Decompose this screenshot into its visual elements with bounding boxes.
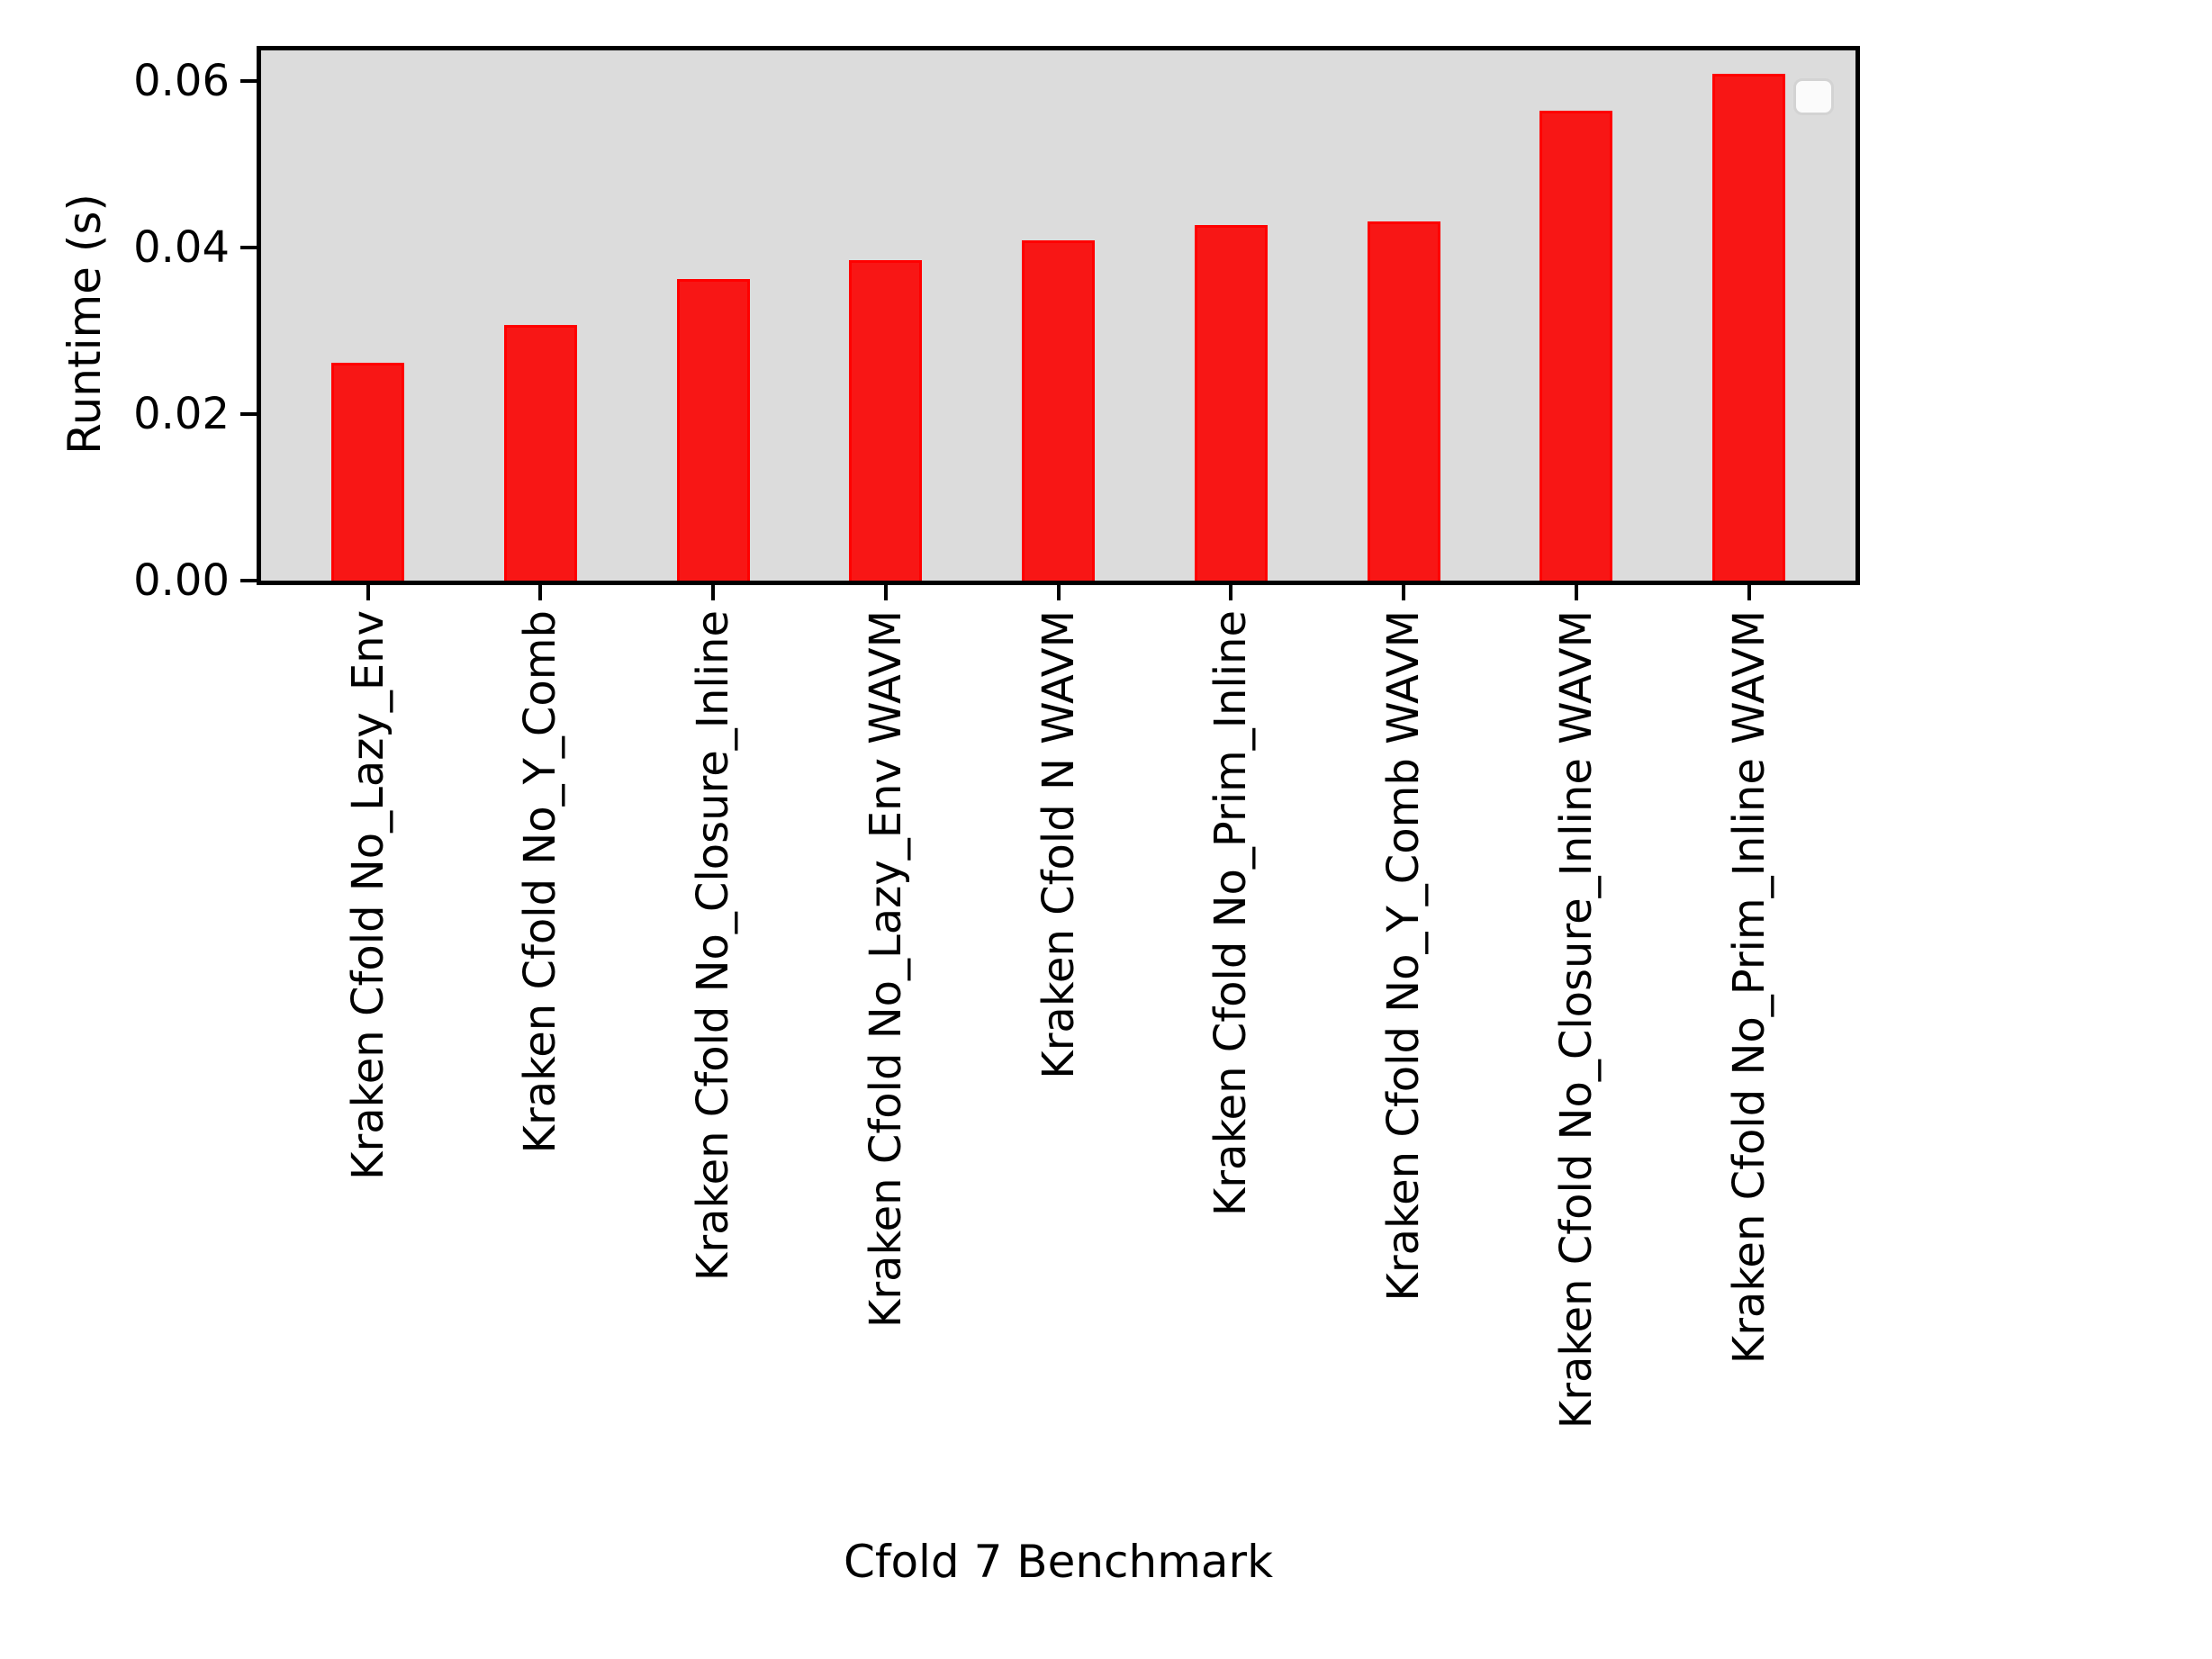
x-tick-label-7: Kraken Cfold No_Closure_Inline WAVM bbox=[1550, 610, 1602, 1429]
y-tick-mark-1 bbox=[240, 412, 257, 417]
x-tick-mark-2 bbox=[711, 581, 715, 600]
x-tick-label-2: Kraken Cfold No_Closure_Inline bbox=[688, 610, 738, 1282]
bar-7 bbox=[1539, 111, 1613, 581]
x-tick-label-0: Kraken Cfold No_Lazy_Env bbox=[342, 610, 393, 1180]
y-tick-mark-2 bbox=[240, 246, 257, 250]
x-tick-label-1: Kraken Cfold No_Y_Comb bbox=[515, 610, 566, 1154]
x-tick-mark-7 bbox=[1574, 581, 1578, 600]
x-tick-mark-4 bbox=[1056, 581, 1061, 600]
x-tick-label-6: Kraken Cfold No_Y_Comb WAVM bbox=[1378, 610, 1429, 1302]
y-tick-label-2: 0.04 bbox=[133, 222, 230, 274]
bar-2 bbox=[676, 279, 750, 581]
x-axis-title: Cfold 7 Benchmark bbox=[843, 1536, 1274, 1588]
bar-6 bbox=[1367, 221, 1440, 581]
plot-area: 0.00 0.02 0.04 0.06 Kraken Cfold No_Lazy_Env… bbox=[133, 46, 1860, 1429]
x-tick-mark-5 bbox=[1229, 581, 1233, 600]
x-tick-mark-3 bbox=[883, 581, 888, 600]
y-tick-mark-3 bbox=[240, 79, 257, 84]
bar-3 bbox=[849, 260, 923, 581]
y-axis-title: Runtime (s) bbox=[59, 194, 111, 455]
bar-4 bbox=[1022, 240, 1095, 581]
x-tick-mark-0 bbox=[366, 581, 370, 600]
x-tick-mark-6 bbox=[1402, 581, 1405, 600]
x-tick-mark-8 bbox=[1747, 581, 1751, 600]
bar-5 bbox=[1194, 225, 1268, 581]
y-tick-label-0: 0.00 bbox=[133, 555, 230, 606]
x-tick-label-3: Kraken Cfold No_Lazy_Env WAVM bbox=[860, 610, 911, 1329]
legend-box bbox=[1793, 78, 1834, 115]
bar-8 bbox=[1712, 74, 1785, 581]
bar-0 bbox=[331, 363, 404, 581]
x-tick-label-8: Kraken Cfold No_Prim_Inline WAVM bbox=[1723, 610, 1774, 1365]
y-tick-label-3: 0.06 bbox=[133, 56, 230, 107]
y-tick-mark-0 bbox=[240, 579, 257, 582]
x-tick-label-4: Kraken Cfold N WAVM bbox=[1033, 610, 1084, 1079]
x-tick-label-5: Kraken Cfold No_Prim_Inline bbox=[1205, 610, 1257, 1217]
bar-1 bbox=[503, 325, 577, 581]
x-tick-mark-1 bbox=[538, 581, 543, 600]
y-tick-label-1: 0.02 bbox=[133, 389, 230, 440]
